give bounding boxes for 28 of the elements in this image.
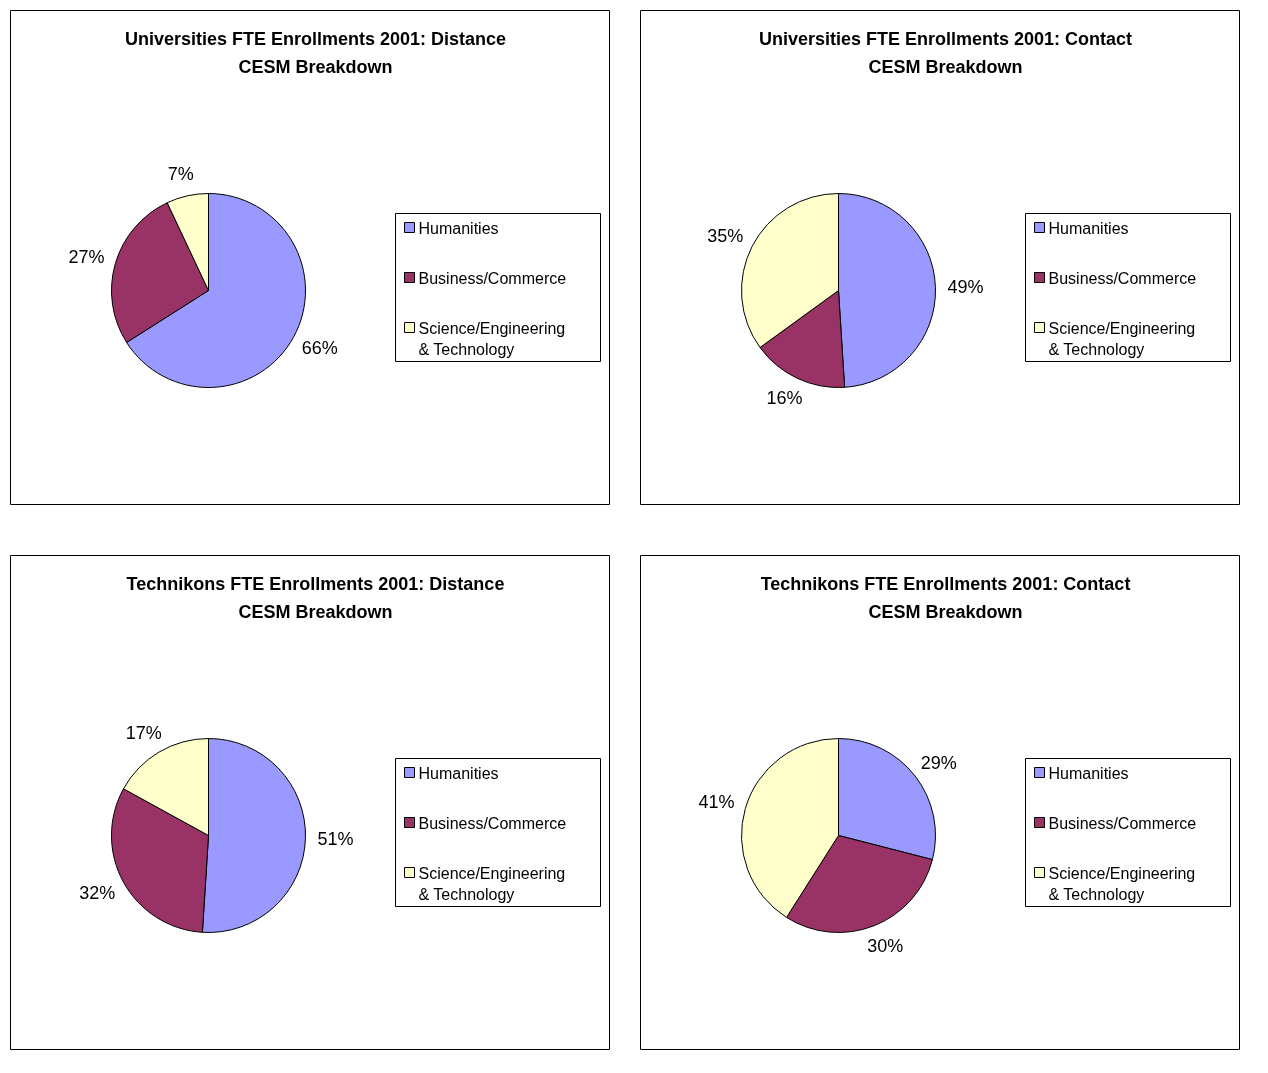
- legend-label: Science/Engineering & Technology: [1048, 319, 1196, 358]
- legend-label: Business/Commerce: [1048, 814, 1197, 832]
- data-label: 29%: [920, 752, 957, 773]
- legend-label: Humanities: [418, 764, 499, 782]
- data-label: 51%: [317, 829, 354, 850]
- legend-label: Humanities: [1048, 764, 1129, 782]
- legend-label: Business/Commerce: [1048, 269, 1197, 287]
- legend-label: Science/Engineering & Technology: [418, 319, 566, 358]
- legend-label: Business/Commerce: [418, 269, 567, 287]
- data-label: 66%: [301, 337, 338, 358]
- legend-label: Science/Engineering & Technology: [418, 864, 566, 903]
- chart-title: Technikons FTE Enrollments 2001: Distance CESM Breakdown: [126, 573, 505, 622]
- data-label: 30%: [867, 936, 904, 957]
- data-label: 17%: [125, 723, 162, 744]
- data-label: 32%: [79, 882, 116, 903]
- data-label: 35%: [707, 226, 744, 247]
- legend-label: Humanities: [418, 219, 499, 237]
- data-label: 27%: [68, 247, 105, 268]
- data-label: 49%: [947, 276, 984, 297]
- legend-label: Science/Engineering & Technology: [1048, 864, 1196, 903]
- data-label: 7%: [167, 164, 194, 185]
- chart-title: Technikons FTE Enrollments 2001: Contact CESM Breakdown: [760, 573, 1131, 622]
- data-label: 16%: [766, 388, 803, 409]
- legend-label: Business/Commerce: [418, 814, 567, 832]
- chart-title: Universities FTE Enrollments 2001: Contact CESM Breakdown: [758, 28, 1133, 77]
- legend-label: Humanities: [1048, 219, 1129, 237]
- chart-title: Universities FTE Enrollments 2001: Distance CESM Breakdown: [124, 28, 507, 77]
- data-label: 41%: [698, 792, 735, 813]
